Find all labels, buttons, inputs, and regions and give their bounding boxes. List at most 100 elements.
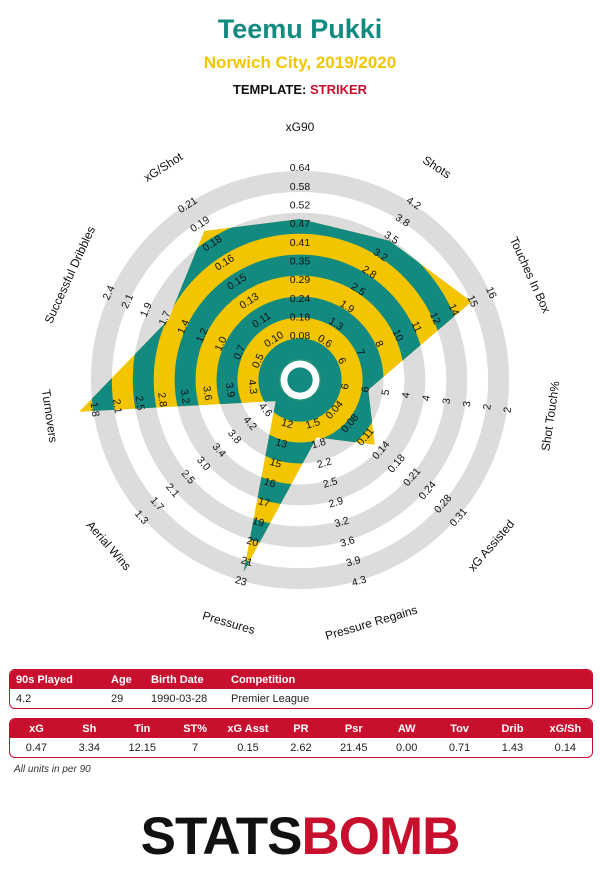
tick-label: 0.29 xyxy=(290,274,311,286)
logo-stats-text: STATS xyxy=(140,807,303,866)
axis-label: Shot Touch% xyxy=(538,380,562,452)
tick-label: 4 xyxy=(400,391,413,399)
units-footnote: All units in per 90 xyxy=(14,764,91,775)
stats-value-sh: 3.34 xyxy=(78,741,101,754)
tick-label: 0.7 xyxy=(231,343,248,361)
tick-label: 15 xyxy=(268,456,283,471)
tick-label: 19 xyxy=(251,515,266,530)
tick-label: 1.5 xyxy=(304,416,322,432)
tick-label: 4.3 xyxy=(350,574,368,590)
tick-label: 3.2 xyxy=(178,388,192,404)
center-dot xyxy=(287,367,313,393)
stats-header-xg-sh: xG/Sh xyxy=(549,722,582,735)
template-line: TEMPLATE: STRIKER xyxy=(0,82,600,97)
stats-header-aw: AW xyxy=(397,722,416,735)
tick-label: 2 xyxy=(481,403,494,411)
stats-header-psr: Psr xyxy=(344,722,363,735)
tick-label: 3.9 xyxy=(223,382,237,398)
tick-label: 13 xyxy=(274,436,289,451)
tick-label: 16 xyxy=(262,476,277,491)
tick-label: 21 xyxy=(239,554,254,569)
logo-bomb-text: BOMB xyxy=(301,807,460,866)
tick-label: 8 xyxy=(372,339,385,349)
axis-label: xG/Shot xyxy=(141,149,186,185)
tick-label: 2.9 xyxy=(327,495,345,511)
stats-header-tin: Tin xyxy=(134,722,151,735)
stats-value-st-pct: 7 xyxy=(192,741,199,754)
tick-label: 2.2 xyxy=(316,455,334,471)
axis-label: Turnovers xyxy=(39,388,60,443)
tick-label: 1.9 xyxy=(138,301,155,319)
stats-value-xg: 0.47 xyxy=(25,741,48,754)
tick-label: 1.7 xyxy=(157,309,174,327)
axis-label: xG90 xyxy=(286,120,315,134)
template-label: TEMPLATE: xyxy=(232,82,307,97)
axis-label: Shots xyxy=(420,153,453,181)
tick-label: 11 xyxy=(409,319,425,334)
tick-label: 3.2 xyxy=(333,515,351,531)
tick-label: 0.5 xyxy=(250,352,267,370)
stats-header-drib: Drib xyxy=(501,722,524,735)
background-ring xyxy=(90,170,510,590)
stats-value-tov: 0.71 xyxy=(448,741,471,754)
tick-label: 6 xyxy=(359,386,372,394)
statsbomb-logo: STATSBOMB xyxy=(0,806,600,867)
tick-label: 0.58 xyxy=(290,181,311,193)
stats-value-xg-sh: 0.14 xyxy=(554,741,577,754)
tick-label: 3 xyxy=(441,397,454,405)
tick-label: 5 xyxy=(380,388,393,396)
stats-value-pr: 2.62 xyxy=(290,741,312,754)
tick-label: 2.5 xyxy=(133,395,147,411)
info-value-birth-date: 1990-03-28 xyxy=(151,692,208,705)
stats-header-row: xG Sh Tin ST% xG Asst PR Psr AW Tov Drib… xyxy=(10,719,592,738)
tick-label: 2 xyxy=(501,406,514,414)
tick-label: 12 xyxy=(427,311,443,327)
info-value-competition: Premier League xyxy=(231,692,310,705)
template-value: STRIKER xyxy=(309,82,368,97)
info-header-birth-date: Birth Date xyxy=(151,673,204,686)
tick-label: 10 xyxy=(390,328,406,344)
axis-label: Pressures xyxy=(201,608,257,637)
tick-label: 17 xyxy=(257,495,272,510)
tick-label: 0.41 xyxy=(290,237,311,249)
tick-label: 2.1 xyxy=(119,292,136,310)
tick-label: 0.18 xyxy=(290,311,311,323)
tick-label: 0.08 xyxy=(290,330,311,342)
tick-label: 23 xyxy=(234,574,249,589)
value-ring-band xyxy=(216,296,384,464)
axis-label: Touches In Box xyxy=(507,235,554,315)
stats-value-xg-asst: 0.15 xyxy=(237,741,259,754)
axis-label: Successful Dribbles xyxy=(42,224,99,326)
radar-chart: 0.080.180.240.290.350.410.470.520.580.64… xyxy=(39,120,563,643)
tick-label: 0.64 xyxy=(290,162,311,174)
tick-label: 0.35 xyxy=(290,255,311,267)
tick-label: 3.9 xyxy=(345,554,363,570)
info-header-competition: Competition xyxy=(231,673,296,686)
info-value-age: 29 xyxy=(111,692,124,705)
stats-table: xG Sh Tin ST% xG Asst PR Psr AW Tov Drib… xyxy=(9,718,593,758)
value-ring-band xyxy=(258,338,342,422)
tick-label: 1.4 xyxy=(175,318,192,336)
axis-label: Pressure Regains xyxy=(324,603,419,643)
tick-label: 3 xyxy=(461,400,474,408)
tick-label: 6 xyxy=(335,356,348,366)
tick-label: 0.47 xyxy=(290,218,311,230)
stats-header-pr: PR xyxy=(293,722,309,735)
tick-label: 1.0 xyxy=(213,335,230,353)
stats-header-sh: Sh xyxy=(82,722,97,735)
stats-value-psr: 21.45 xyxy=(340,741,368,754)
stats-header-tov: Tov xyxy=(450,722,469,735)
tick-label: 1.8 xyxy=(310,436,328,452)
tick-label: 0.52 xyxy=(290,200,311,212)
tick-label: 7 xyxy=(354,347,367,357)
tick-label: 4 xyxy=(420,394,433,402)
tick-label: 20 xyxy=(245,535,260,550)
tick-label: 0.24 xyxy=(290,293,311,305)
info-value-90s: 4.2 xyxy=(16,692,32,705)
tick-label: 1.2 xyxy=(194,326,211,344)
tick-label: 1.8 xyxy=(88,401,102,417)
stats-value-drib: 1.43 xyxy=(501,741,524,754)
info-header-row: 90s Played Age Birth Date Competition xyxy=(10,670,592,689)
axis-label: Aerial Wins xyxy=(84,518,134,573)
info-header-90s: 90s Played xyxy=(16,673,73,686)
